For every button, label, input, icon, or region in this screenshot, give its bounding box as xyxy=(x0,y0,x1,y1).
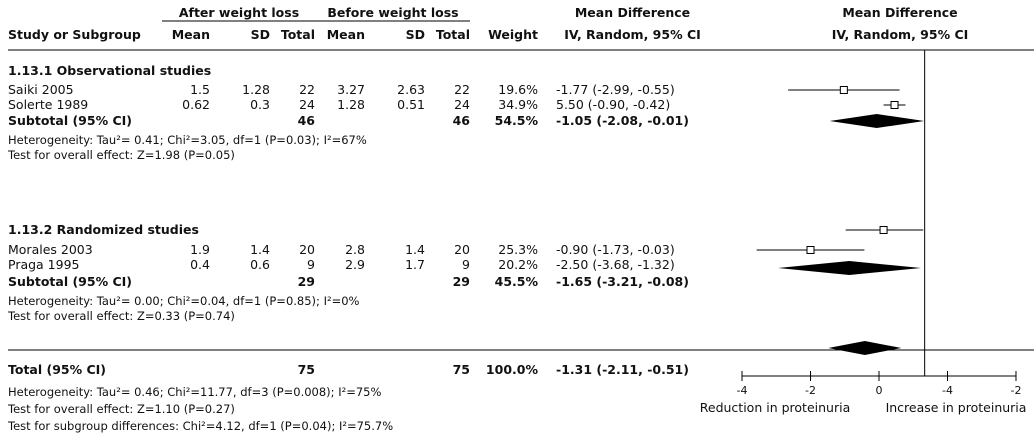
axis-right-label: Increase in proteinuria xyxy=(885,400,1027,415)
pooled-diamond xyxy=(778,261,922,275)
before-sd: 2.63 xyxy=(397,82,425,97)
pooled-diamond xyxy=(828,341,902,355)
total-label: Total (95% CI) xyxy=(8,362,107,377)
plot-header-title: Mean Difference xyxy=(842,5,958,20)
study-marker xyxy=(839,86,848,94)
subgroup-title: 1.13.2 Randomized studies xyxy=(8,222,199,237)
total-overall-effect-text: Test for overall effect: Z=1.10 (P=0.27) xyxy=(8,402,235,416)
column-header-study: Study or Subgroup xyxy=(8,27,141,42)
study-name: Saiki 2005 xyxy=(8,82,74,97)
before-total: 24 xyxy=(454,97,470,112)
after-mean: 1.9 xyxy=(190,242,210,257)
x-tick-label: -4 xyxy=(942,384,953,397)
column-header-before-sd: SD xyxy=(405,27,425,42)
before-sd: 1.7 xyxy=(405,257,425,272)
axis-left-label: Reduction in proteinuria xyxy=(699,400,851,415)
mean-difference-ci: -1.77 (-2.99, -0.55) xyxy=(556,82,675,97)
before-total: 9 xyxy=(462,257,470,272)
column-header-after-sd: SD xyxy=(250,27,270,42)
subgroup-title: 1.13.1 Observational studies xyxy=(8,63,212,78)
after-sd: 0.3 xyxy=(250,97,270,112)
after-mean: 0.62 xyxy=(182,97,210,112)
column-header-weight: Weight xyxy=(488,27,538,42)
study-name: Solerte 1989 xyxy=(8,97,89,112)
heterogeneity-text: Heterogeneity: Tau²= 0.00; Chi²=0.04, df… xyxy=(8,294,360,308)
group-header-after: After weight loss xyxy=(178,5,300,20)
subtotal-after-total: 29 xyxy=(297,274,315,289)
weight: 34.9% xyxy=(498,97,538,112)
mean-difference-ci: -0.90 (-1.73, -0.03) xyxy=(556,242,675,257)
after-sd: 0.6 xyxy=(250,257,270,272)
subtotal-weight: 54.5% xyxy=(494,113,538,128)
md-header-title: Mean Difference xyxy=(574,5,691,20)
subtotal-ci: -1.65 (-3.21, -0.08) xyxy=(556,274,689,289)
before-mean: 2.8 xyxy=(345,242,365,257)
study-marker xyxy=(879,226,888,234)
heterogeneity-text: Heterogeneity: Tau²= 0.41; Chi²=3.05, df… xyxy=(8,133,367,147)
subtotal-ci: -1.05 (-2.08, -0.01) xyxy=(556,113,689,128)
total-heterogeneity-text: Heterogeneity: Tau²= 0.46; Chi²=11.77, d… xyxy=(8,385,382,399)
after-sd: 1.28 xyxy=(242,82,270,97)
plot-header-method: IV, Random, 95% CI xyxy=(831,27,969,42)
subtotal-after-total: 46 xyxy=(297,113,315,128)
before-sd: 0.51 xyxy=(397,97,425,112)
weight: 20.2% xyxy=(498,257,538,272)
weight: 19.6% xyxy=(498,82,538,97)
study-name: Praga 1995 xyxy=(8,257,80,272)
after-total: 20 xyxy=(299,242,315,257)
before-mean: 2.9 xyxy=(345,257,365,272)
before-mean: 1.28 xyxy=(337,97,365,112)
total-after-total: 75 xyxy=(297,362,315,377)
subtotal-label: Subtotal (95% CI) xyxy=(8,113,132,128)
before-total: 22 xyxy=(454,82,470,97)
overall-effect-text: Test for overall effect: Z=1.98 (P=0.05) xyxy=(8,148,235,162)
x-tick-label: 0 xyxy=(876,384,883,397)
mean-difference-ci: 5.50 (-0.90, -0.42) xyxy=(556,97,671,112)
total-ci: -1.31 (-2.11, -0.51) xyxy=(556,362,689,377)
overall-effect-text: Test for overall effect: Z=0.33 (P=0.74) xyxy=(8,309,235,323)
after-mean: 0.4 xyxy=(190,257,210,272)
weight: 25.3% xyxy=(498,242,538,257)
subtotal-before-total: 46 xyxy=(452,113,470,128)
before-mean: 3.27 xyxy=(337,82,365,97)
after-total: 22 xyxy=(299,82,315,97)
after-sd: 1.4 xyxy=(250,242,270,257)
study-marker xyxy=(806,246,815,254)
x-tick-label: -2 xyxy=(1011,384,1022,397)
pooled-diamond xyxy=(829,114,925,128)
column-header-after-total: Total xyxy=(280,27,315,42)
subtotal-weight: 45.5% xyxy=(494,274,538,289)
subtotal-label: Subtotal (95% CI) xyxy=(8,274,132,289)
mean-difference-ci: -2.50 (-3.68, -1.32) xyxy=(556,257,675,272)
column-header-before-mean: Mean xyxy=(326,27,365,42)
total-weight: 100.0% xyxy=(485,362,538,377)
subtotal-before-total: 29 xyxy=(452,274,470,289)
column-header-after-mean: Mean xyxy=(171,27,210,42)
md-header-method: IV, Random, 95% CI xyxy=(564,27,701,42)
study-name: Morales 2003 xyxy=(8,242,93,257)
before-sd: 1.4 xyxy=(405,242,425,257)
group-header-before: Before weight loss xyxy=(327,5,459,20)
column-header-before-total: Total xyxy=(435,27,470,42)
total-before-total: 75 xyxy=(452,362,470,377)
after-total: 9 xyxy=(307,257,315,272)
study-marker xyxy=(890,101,899,109)
x-tick-label: -2 xyxy=(805,384,816,397)
after-mean: 1.5 xyxy=(190,82,210,97)
after-total: 24 xyxy=(299,97,315,112)
subgroup-differences-text: Test for subgroup differences: Chi²=4.12… xyxy=(8,419,394,433)
x-tick-label: -4 xyxy=(737,384,748,397)
before-total: 20 xyxy=(454,242,470,257)
